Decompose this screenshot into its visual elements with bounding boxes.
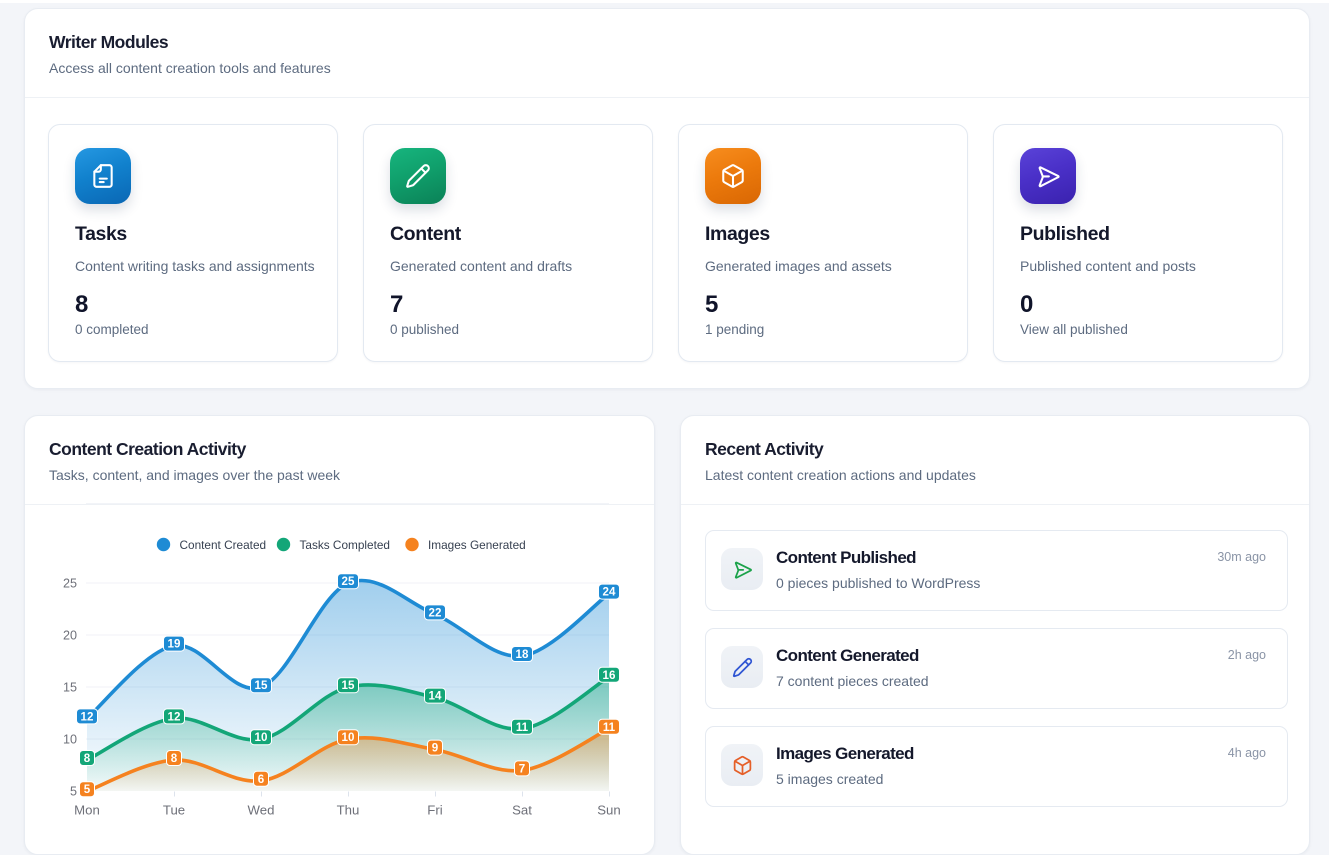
svg-text:15: 15 — [255, 679, 268, 692]
svg-text:25: 25 — [342, 575, 355, 588]
svg-text:15: 15 — [342, 679, 355, 692]
svg-text:Fri: Fri — [427, 803, 442, 818]
svg-text:5: 5 — [84, 783, 91, 796]
svg-text:8: 8 — [171, 752, 178, 765]
svg-text:19: 19 — [168, 638, 181, 651]
svg-text:Tasks Completed: Tasks Completed — [300, 538, 390, 552]
svg-text:7: 7 — [519, 762, 525, 775]
svg-text:14: 14 — [429, 690, 442, 703]
svg-text:Images Generated: Images Generated — [428, 538, 526, 552]
svg-text:9: 9 — [432, 742, 439, 755]
svg-text:22: 22 — [429, 606, 442, 619]
svg-text:10: 10 — [342, 731, 355, 744]
svg-text:Wed: Wed — [248, 803, 275, 818]
svg-text:Sun: Sun — [597, 803, 620, 818]
svg-text:12: 12 — [168, 710, 181, 723]
svg-text:5: 5 — [70, 785, 77, 799]
svg-text:25: 25 — [63, 577, 77, 591]
svg-text:11: 11 — [516, 721, 529, 734]
svg-text:11: 11 — [603, 721, 616, 734]
svg-text:Thu: Thu — [337, 803, 360, 818]
svg-text:16: 16 — [603, 669, 616, 682]
svg-text:18: 18 — [516, 648, 529, 661]
svg-text:10: 10 — [255, 731, 268, 744]
svg-text:15: 15 — [63, 681, 77, 695]
svg-text:Content Created: Content Created — [180, 538, 267, 552]
svg-text:Tue: Tue — [163, 803, 185, 818]
svg-text:Sat: Sat — [512, 803, 532, 818]
svg-text:12: 12 — [81, 710, 94, 723]
svg-text:10: 10 — [63, 733, 77, 747]
svg-text:8: 8 — [84, 752, 91, 765]
svg-text:24: 24 — [603, 586, 616, 599]
svg-text:20: 20 — [63, 629, 77, 643]
svg-text:6: 6 — [258, 773, 265, 786]
svg-text:Mon: Mon — [74, 803, 100, 818]
